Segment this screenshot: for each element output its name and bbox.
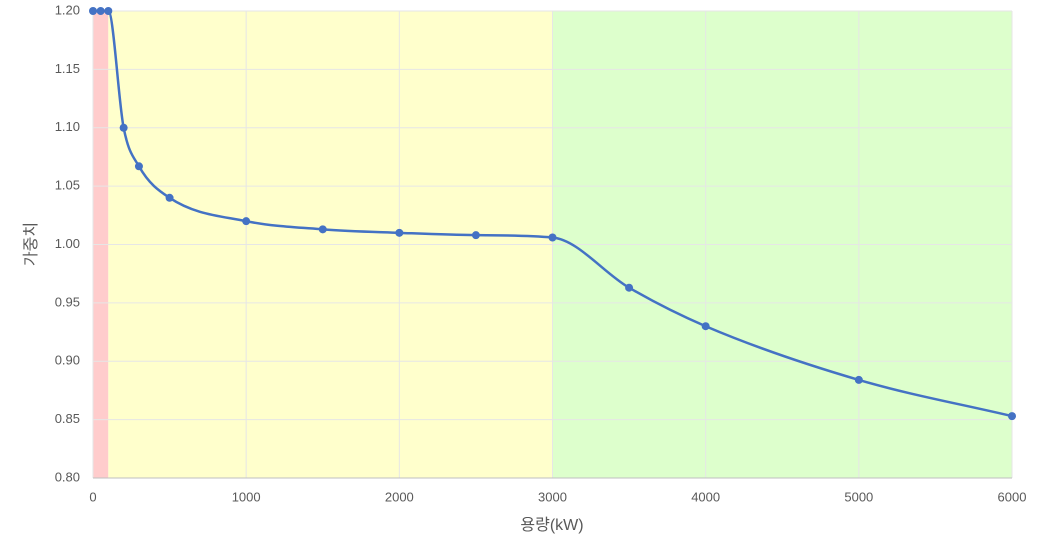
y-tick-label: 1.05 — [55, 178, 80, 193]
x-tick-label: 1000 — [232, 489, 261, 504]
x-axis-label: 용량(kW) — [520, 516, 583, 534]
point — [854, 375, 863, 384]
point — [548, 233, 557, 242]
x-tick-label: 2000 — [385, 489, 414, 504]
x-tick-label: 3000 — [538, 489, 567, 504]
point — [625, 283, 634, 292]
point — [395, 228, 404, 237]
y-tick-label: 0.95 — [55, 294, 80, 309]
y-tick-label: 0.90 — [55, 353, 80, 368]
line — [92, 9, 1013, 418]
x-tick-label: 4000 — [691, 489, 720, 504]
point — [96, 7, 105, 15]
x-tick-label: 6000 — [998, 489, 1027, 504]
y-tick-label: 1.00 — [55, 236, 80, 251]
point — [134, 162, 143, 171]
y-axis-label: 가중치 — [22, 222, 40, 266]
y-tick-label: 0.85 — [55, 411, 80, 426]
point — [471, 231, 480, 240]
y-tick-label: 0.80 — [55, 469, 80, 484]
point — [165, 193, 174, 202]
point — [701, 322, 710, 331]
point — [89, 7, 97, 15]
y-tick-label: 1.20 — [55, 2, 80, 17]
point — [104, 7, 113, 15]
x-tick-label: 0 — [89, 489, 96, 504]
y-tick-label: 1.15 — [55, 61, 80, 76]
point — [119, 123, 128, 132]
point — [1008, 412, 1016, 421]
point — [318, 225, 327, 234]
point — [242, 217, 251, 226]
y-tick-label: 1.10 — [55, 119, 80, 134]
x-tick-label: 5000 — [844, 489, 873, 504]
